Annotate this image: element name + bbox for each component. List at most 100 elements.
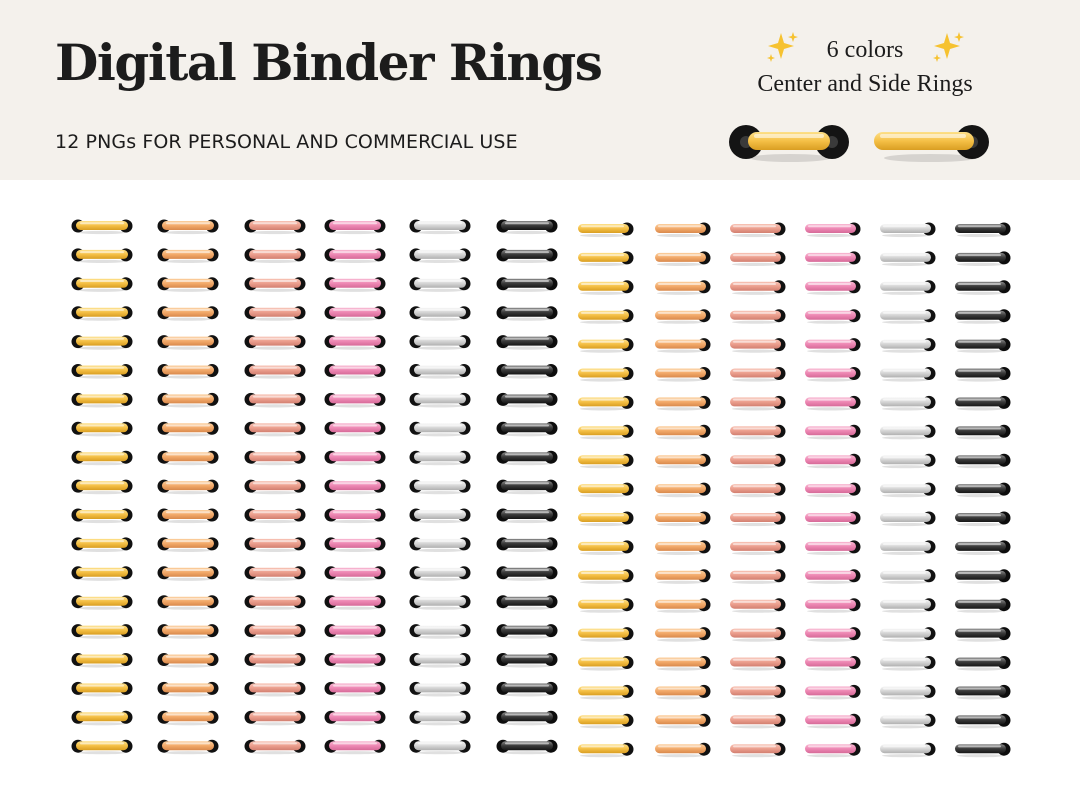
side-ring (655, 338, 711, 353)
side-ring (655, 453, 711, 469)
side-ring (805, 627, 861, 642)
center-ring (324, 421, 386, 437)
center-ring (324, 450, 386, 466)
center-ring (244, 421, 306, 437)
page-title: Digital Binder Rings (55, 33, 603, 92)
center-ring (496, 364, 558, 379)
center-ring (244, 219, 306, 235)
side-ring (730, 598, 786, 613)
side-ring (578, 251, 634, 266)
center-ring (409, 508, 471, 524)
side-ring (578, 627, 634, 642)
side-ring (805, 222, 861, 238)
side-ring (730, 251, 786, 266)
side-ring (805, 395, 861, 411)
center-ring (157, 277, 219, 292)
center-ring (71, 681, 133, 697)
side-ring (805, 309, 861, 324)
side-ring (730, 482, 786, 498)
center-ring (496, 653, 558, 668)
side-ring (880, 656, 936, 671)
side-ring (880, 598, 936, 613)
ring-column-peach-side (655, 222, 711, 758)
side-ring (955, 684, 1011, 700)
ring-column-black-side (955, 222, 1011, 758)
side-ring (955, 598, 1011, 613)
center-ring (157, 537, 219, 553)
center-ring (244, 566, 306, 581)
center-ring (157, 739, 219, 755)
side-ring (578, 309, 634, 324)
side-ring (880, 309, 936, 324)
center-ring (244, 392, 306, 408)
center-ring (71, 219, 133, 235)
side-ring (578, 453, 634, 469)
center-ring (409, 479, 471, 495)
side-ring (578, 338, 634, 353)
side-ring (805, 367, 861, 382)
ring-column-black-center (496, 219, 558, 755)
side-ring (955, 251, 1011, 266)
center-ring (324, 277, 386, 292)
side-ring (655, 482, 711, 498)
colors-count-line: 6 colors (740, 30, 990, 69)
center-ring-icon (728, 118, 852, 171)
center-ring (157, 421, 219, 437)
side-ring (805, 338, 861, 353)
center-ring (71, 450, 133, 466)
side-ring (955, 338, 1011, 353)
center-ring (409, 739, 471, 755)
center-ring (157, 710, 219, 726)
sparkle-icon (931, 30, 965, 69)
center-ring (71, 421, 133, 437)
center-ring (324, 335, 386, 350)
center-ring (324, 306, 386, 321)
side-ring (805, 656, 861, 671)
center-ring (71, 508, 133, 524)
center-ring (324, 479, 386, 495)
side-ring (730, 338, 786, 353)
center-ring (496, 277, 558, 292)
center-ring (324, 653, 386, 668)
center-ring (324, 364, 386, 379)
center-ring (496, 219, 558, 235)
center-ring (157, 219, 219, 235)
side-ring-icon (872, 118, 996, 171)
center-ring (157, 595, 219, 610)
side-ring (730, 424, 786, 440)
side-ring (880, 280, 936, 295)
side-ring (805, 742, 861, 758)
center-ring (157, 335, 219, 350)
center-ring (157, 508, 219, 524)
center-ring (324, 248, 386, 263)
side-ring (578, 742, 634, 758)
center-ring (496, 566, 558, 581)
center-ring (71, 392, 133, 408)
ring-types-label: Center and Side Rings (757, 71, 973, 97)
center-ring (244, 248, 306, 263)
center-ring (244, 624, 306, 639)
center-ring (157, 364, 219, 379)
side-ring (655, 540, 711, 556)
center-ring (71, 537, 133, 553)
side-ring (880, 684, 936, 700)
center-ring (324, 624, 386, 639)
center-ring (496, 624, 558, 639)
center-ring (496, 537, 558, 553)
side-ring (730, 656, 786, 671)
side-ring (655, 742, 711, 758)
center-ring (71, 479, 133, 495)
side-ring (655, 511, 711, 527)
side-ring (655, 656, 711, 671)
side-ring (880, 511, 936, 527)
side-ring (955, 453, 1011, 469)
side-ring (805, 713, 861, 729)
side-ring (955, 742, 1011, 758)
center-ring (496, 595, 558, 610)
center-ring (71, 364, 133, 379)
center-ring (157, 566, 219, 581)
side-ring (655, 684, 711, 700)
side-ring (578, 280, 634, 295)
side-ring (655, 598, 711, 613)
